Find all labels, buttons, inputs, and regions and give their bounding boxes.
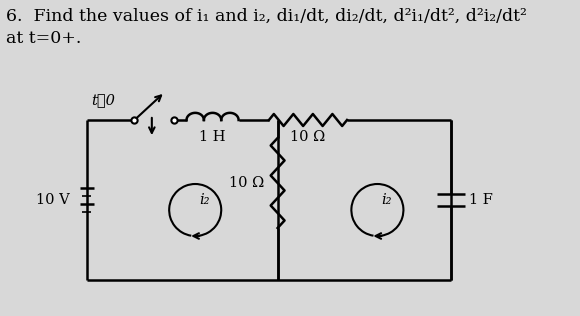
Text: t∅0: t∅0 <box>91 93 115 107</box>
Text: 10 Ω: 10 Ω <box>291 130 325 144</box>
Text: 10 V: 10 V <box>35 193 70 207</box>
Text: 1 F: 1 F <box>469 193 493 207</box>
Text: i₂: i₂ <box>200 193 210 207</box>
Text: 1 H: 1 H <box>200 130 226 144</box>
Text: 10 Ω: 10 Ω <box>229 176 264 190</box>
Text: at t=0+.: at t=0+. <box>6 30 81 47</box>
Text: 6.  Find the values of i₁ and i₂, di₁/dt, di₂/dt, d²i₁/dt², d²i₂/dt²: 6. Find the values of i₁ and i₂, di₁/dt,… <box>6 8 527 25</box>
Text: i₂: i₂ <box>382 193 392 207</box>
